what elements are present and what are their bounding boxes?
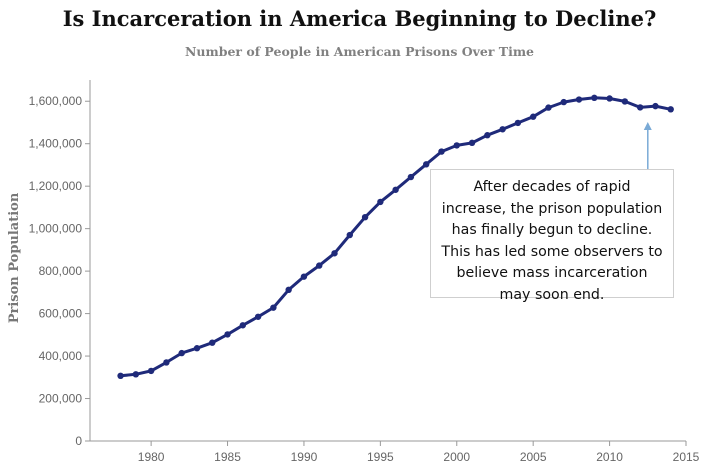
x-tick-label: 2005 xyxy=(520,450,547,464)
annotation-box: After decades of rapid increase, the pri… xyxy=(430,169,674,303)
data-point xyxy=(499,126,506,133)
annotation-line-5: believe mass incarceration xyxy=(456,265,648,281)
data-point xyxy=(529,113,537,120)
y-axis: 0 200,000 400,000 600,000 800,000 1,000,000 1,… xyxy=(29,80,91,448)
data-point xyxy=(560,98,567,106)
data-point xyxy=(484,132,491,139)
data-point xyxy=(575,96,583,103)
data-point xyxy=(224,331,231,338)
y-axis-label: Prison Population xyxy=(7,192,22,323)
series-layer xyxy=(117,94,674,380)
data-point xyxy=(621,98,629,105)
y-tick-label: 400,000 xyxy=(39,349,83,363)
data-point xyxy=(178,349,185,357)
annotation-line-4: This has led some observers to xyxy=(441,243,663,260)
data-point xyxy=(316,262,323,269)
data-point xyxy=(636,104,644,111)
chart-subtitle: Number of People in American Prisons Ove… xyxy=(185,44,534,59)
data-point xyxy=(270,304,277,311)
data-point xyxy=(346,231,353,239)
y-tick-label: 1,600,000 xyxy=(29,94,83,108)
data-point xyxy=(193,345,201,352)
data-point xyxy=(209,339,216,346)
annotation-line-2: increase, the prison population xyxy=(441,200,663,217)
x-tick-label: 1990 xyxy=(291,450,318,464)
data-point xyxy=(361,213,369,221)
data-point xyxy=(545,104,552,111)
data-point xyxy=(331,250,338,257)
x-tick-label: 1980 xyxy=(138,450,165,464)
data-point xyxy=(163,359,170,366)
chart-title: Is Incarceration in America Beginning to… xyxy=(62,6,657,31)
x-tick-label: 1985 xyxy=(214,450,241,464)
y-tick-label: 0 xyxy=(75,434,82,448)
data-point xyxy=(377,198,384,206)
y-tick-label: 1,400,000 xyxy=(29,137,83,151)
y-tick-label: 600,000 xyxy=(39,307,83,321)
y-tick-label: 1,000,000 xyxy=(29,222,83,236)
data-point xyxy=(438,148,445,155)
annotation-line-1: After decades of rapid xyxy=(473,179,631,195)
x-tick-label: 2010 xyxy=(596,450,623,464)
annotation-line-6: may soon end. xyxy=(499,286,605,303)
x-tick-label: 1995 xyxy=(367,450,394,464)
data-point xyxy=(667,106,674,113)
data-point xyxy=(606,95,613,102)
data-point xyxy=(407,173,415,181)
y-tick-label: 800,000 xyxy=(39,264,83,278)
data-point xyxy=(453,142,460,149)
annotation-arrow-head xyxy=(643,122,652,130)
y-tick-label: 1,200,000 xyxy=(29,179,83,193)
data-point xyxy=(117,372,124,380)
data-point xyxy=(591,94,598,102)
data-point xyxy=(132,371,140,378)
data-point xyxy=(514,119,522,127)
x-tick-label: 2000 xyxy=(443,450,470,464)
x-tick-label: 2015 xyxy=(673,450,700,464)
data-point xyxy=(300,273,308,280)
data-point xyxy=(254,313,262,320)
data-point xyxy=(285,286,292,294)
data-point xyxy=(652,102,659,110)
data-point xyxy=(423,161,430,168)
data-point xyxy=(468,139,476,147)
data-point xyxy=(239,322,247,329)
y-tick-label: 200,000 xyxy=(39,392,83,406)
annotation-arrow xyxy=(643,122,652,169)
x-axis: 1980 1985 1990 1995 2000 2005 2010 2015 xyxy=(90,440,700,464)
annotation-line-3: has finally begun to decline. xyxy=(451,222,653,238)
data-point xyxy=(392,186,399,193)
data-point xyxy=(147,367,155,375)
